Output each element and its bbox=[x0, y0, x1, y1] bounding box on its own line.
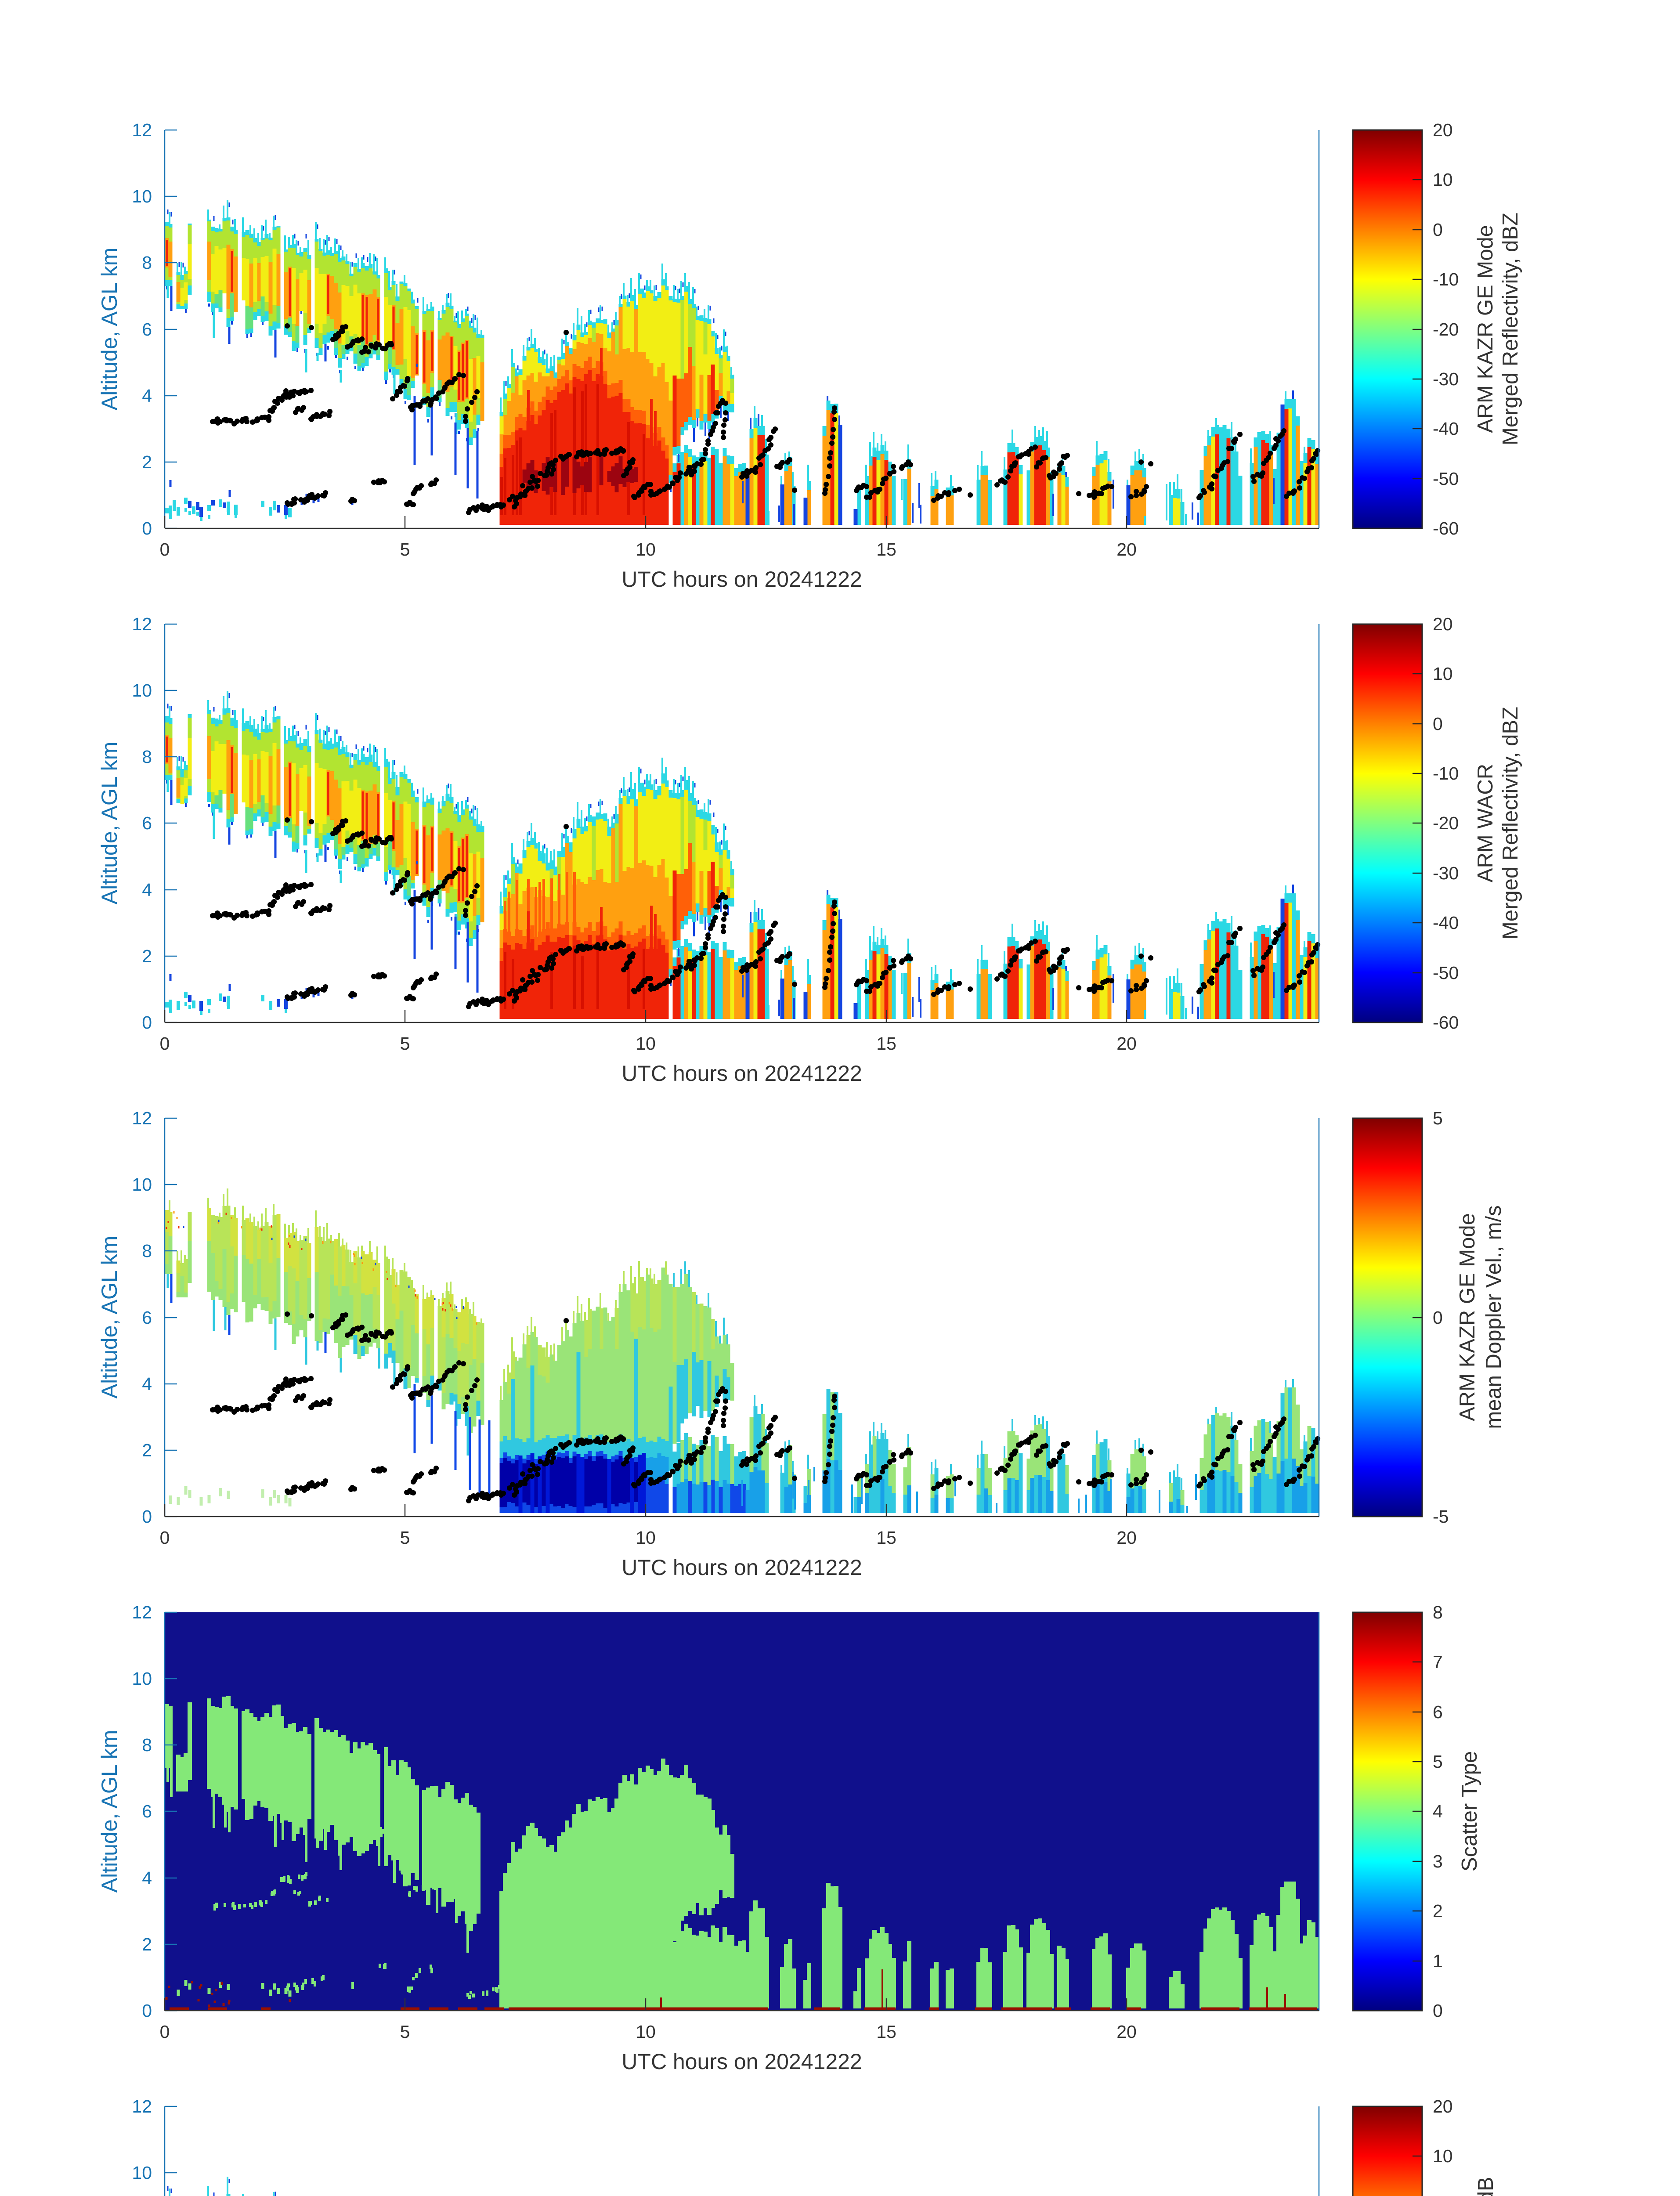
svg-text:5: 5 bbox=[400, 1033, 410, 1054]
svg-text:10: 10 bbox=[132, 2163, 152, 2183]
svg-text:-10: -10 bbox=[1433, 763, 1459, 784]
svg-text:2: 2 bbox=[142, 1440, 152, 1460]
svg-text:0: 0 bbox=[1433, 220, 1443, 240]
svg-text:UTC hours on 20241222: UTC hours on 20241222 bbox=[621, 1555, 862, 1580]
svg-text:Merged Reflectivity, dBZ: Merged Reflectivity, dBZ bbox=[1499, 213, 1522, 445]
svg-text:-20: -20 bbox=[1433, 319, 1459, 340]
svg-text:Altitude, AGL km: Altitude, AGL km bbox=[97, 742, 122, 905]
svg-text:0: 0 bbox=[1433, 2001, 1443, 2021]
svg-text:0: 0 bbox=[160, 2022, 170, 2042]
svg-text:3: 3 bbox=[1433, 1851, 1443, 1871]
svg-text:20: 20 bbox=[1116, 539, 1137, 560]
svg-text:6: 6 bbox=[142, 813, 152, 833]
svg-text:8: 8 bbox=[142, 747, 152, 767]
svg-text:15: 15 bbox=[876, 1033, 896, 1054]
svg-text:12: 12 bbox=[132, 2096, 152, 2117]
svg-text:10: 10 bbox=[636, 2022, 656, 2042]
svg-text:4: 4 bbox=[142, 386, 152, 406]
svg-text:10: 10 bbox=[1433, 2146, 1453, 2166]
svg-text:10: 10 bbox=[1433, 664, 1453, 684]
svg-text:Altitude, AGL km: Altitude, AGL km bbox=[97, 248, 122, 411]
svg-text:UTC hours on 20241222: UTC hours on 20241222 bbox=[621, 567, 862, 592]
svg-text:De-Cluttered Max Refl., dB: De-Cluttered Max Refl., dB bbox=[1474, 2177, 1498, 2196]
svg-text:2: 2 bbox=[1433, 1901, 1443, 1921]
svg-text:2: 2 bbox=[142, 946, 152, 966]
svg-text:0: 0 bbox=[160, 1033, 170, 1054]
svg-text:Altitude, AGL km: Altitude, AGL km bbox=[97, 1236, 122, 1399]
svg-text:6: 6 bbox=[142, 1801, 152, 1821]
svg-text:8: 8 bbox=[1433, 1602, 1443, 1622]
svg-text:6: 6 bbox=[1433, 1702, 1443, 1722]
svg-text:5: 5 bbox=[1433, 1108, 1443, 1128]
svg-text:5: 5 bbox=[1433, 1752, 1443, 1772]
svg-text:0: 0 bbox=[160, 1528, 170, 1548]
svg-text:12: 12 bbox=[132, 120, 152, 140]
svg-text:20: 20 bbox=[1116, 1528, 1137, 1548]
svg-text:-40: -40 bbox=[1433, 913, 1459, 933]
svg-text:2: 2 bbox=[142, 1934, 152, 1954]
svg-text:20: 20 bbox=[1116, 1033, 1137, 1054]
svg-text:UTC hours on 20241222: UTC hours on 20241222 bbox=[621, 1061, 862, 1086]
svg-text:6: 6 bbox=[142, 319, 152, 340]
svg-text:10: 10 bbox=[132, 1669, 152, 1689]
svg-text:Scatter Type: Scatter Type bbox=[1458, 1751, 1481, 1871]
svg-text:-10: -10 bbox=[1433, 269, 1459, 289]
svg-text:20: 20 bbox=[1433, 614, 1453, 634]
svg-text:ARM KAZR GE Mode: ARM KAZR GE Mode bbox=[1474, 225, 1497, 433]
svg-text:10: 10 bbox=[132, 680, 152, 701]
svg-text:10: 10 bbox=[636, 539, 656, 560]
svg-text:0: 0 bbox=[142, 1506, 152, 1527]
svg-text:2: 2 bbox=[142, 452, 152, 472]
svg-text:4: 4 bbox=[1433, 1801, 1443, 1821]
svg-text:-30: -30 bbox=[1433, 863, 1459, 883]
svg-text:-20: -20 bbox=[1433, 813, 1459, 833]
svg-text:5: 5 bbox=[400, 539, 410, 560]
svg-text:15: 15 bbox=[876, 1528, 896, 1548]
svg-text:10: 10 bbox=[1433, 170, 1453, 190]
svg-text:Altitude, AGL km: Altitude, AGL km bbox=[97, 1730, 122, 1893]
svg-text:-60: -60 bbox=[1433, 518, 1459, 538]
svg-text:12: 12 bbox=[132, 1108, 152, 1128]
svg-text:15: 15 bbox=[876, 539, 896, 560]
svg-text:10: 10 bbox=[636, 1033, 656, 1054]
svg-text:0: 0 bbox=[1433, 714, 1443, 734]
svg-text:0: 0 bbox=[142, 2001, 152, 2021]
svg-text:6: 6 bbox=[142, 1307, 152, 1328]
svg-text:-50: -50 bbox=[1433, 963, 1459, 983]
svg-text:8: 8 bbox=[142, 1735, 152, 1755]
svg-text:0: 0 bbox=[142, 1012, 152, 1033]
svg-text:-50: -50 bbox=[1433, 469, 1459, 489]
svg-text:-30: -30 bbox=[1433, 369, 1459, 389]
svg-text:ARM KAZR GE Mode: ARM KAZR GE Mode bbox=[1456, 1213, 1479, 1421]
svg-text:8: 8 bbox=[142, 253, 152, 273]
svg-text:10: 10 bbox=[132, 186, 152, 206]
svg-text:20: 20 bbox=[1433, 120, 1453, 140]
svg-text:-40: -40 bbox=[1433, 419, 1459, 439]
svg-text:4: 4 bbox=[142, 1374, 152, 1394]
svg-text:0: 0 bbox=[142, 518, 152, 538]
svg-text:10: 10 bbox=[636, 1528, 656, 1548]
svg-text:-5: -5 bbox=[1433, 1506, 1449, 1527]
svg-text:0: 0 bbox=[160, 539, 170, 560]
svg-text:mean Doppler Vel., m/s: mean Doppler Vel., m/s bbox=[1482, 1205, 1506, 1429]
svg-text:5: 5 bbox=[400, 1528, 410, 1548]
svg-text:15: 15 bbox=[876, 2022, 896, 2042]
svg-text:20: 20 bbox=[1116, 2022, 1137, 2042]
svg-text:1: 1 bbox=[1433, 1951, 1443, 1971]
svg-text:-60: -60 bbox=[1433, 1012, 1459, 1033]
svg-text:UTC hours on 20241222: UTC hours on 20241222 bbox=[621, 2049, 862, 2074]
svg-text:4: 4 bbox=[142, 880, 152, 900]
svg-text:4: 4 bbox=[142, 1868, 152, 1888]
svg-text:7: 7 bbox=[1433, 1652, 1443, 1672]
svg-text:8: 8 bbox=[142, 1241, 152, 1261]
svg-text:12: 12 bbox=[132, 614, 152, 634]
svg-text:Merged Reflectivity, dBZ: Merged Reflectivity, dBZ bbox=[1499, 707, 1522, 939]
svg-text:20: 20 bbox=[1433, 2096, 1453, 2117]
svg-text:0: 0 bbox=[1433, 1307, 1443, 1328]
svg-text:10: 10 bbox=[132, 1174, 152, 1195]
svg-text:5: 5 bbox=[400, 2022, 410, 2042]
svg-text:12: 12 bbox=[132, 1602, 152, 1622]
svg-text:ARM WACR: ARM WACR bbox=[1474, 764, 1497, 882]
